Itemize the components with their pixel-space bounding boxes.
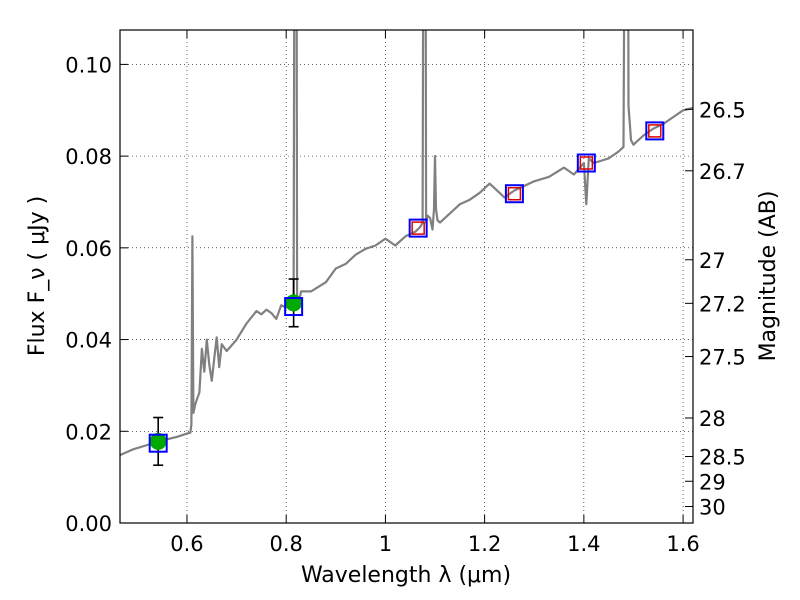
x-tick-label-0: 0.6 <box>170 532 203 556</box>
y-tick-label-3: 0.06 <box>65 237 112 261</box>
model-square-0 <box>148 433 168 453</box>
mag-tick-label-9: 30 <box>699 495 726 519</box>
y-tick-label-1: 0.02 <box>65 420 112 444</box>
spectrum-line-0 <box>120 30 693 457</box>
band-square-0 <box>411 221 425 235</box>
band-square-2 <box>579 156 594 170</box>
y-axis-right-label: Magnitude (AB) <box>756 191 781 362</box>
band-square-1 <box>507 186 522 201</box>
y-tick-label-0: 0.00 <box>65 512 112 536</box>
model-square-1 <box>284 297 304 317</box>
model-square-2 <box>408 218 428 238</box>
x-tick-label-2: 1 <box>379 532 392 556</box>
y-tick-label-5: 0.10 <box>65 53 112 77</box>
x-tick-label-5: 1.6 <box>666 532 699 556</box>
y-tick-label-2: 0.04 <box>65 329 112 353</box>
x-axis-label: Wavelength λ (μm) <box>301 563 511 588</box>
mag-tick-label-3: 27 <box>699 249 726 273</box>
y-axis-label: Flux F_ν ( μJy ) <box>25 196 50 356</box>
mag-tick-label-1: 26.5 <box>699 98 746 122</box>
plot-frame <box>119 29 694 524</box>
mag-tick-label-4: 27.2 <box>699 292 746 316</box>
plot-background <box>120 30 693 523</box>
x-tick-label-4: 1.4 <box>567 532 600 556</box>
y-tick-label-4: 0.08 <box>65 145 112 169</box>
mag-tick-label-2: 26.7 <box>699 160 746 184</box>
x-tick-label-3: 1.2 <box>468 532 501 556</box>
mag-tick-label-7: 28.5 <box>699 446 746 470</box>
mag-tick-label-5: 27.5 <box>699 346 746 370</box>
mag-tick-label-8: 29 <box>699 470 726 494</box>
photometry-point-0 <box>149 432 167 450</box>
x-tick-label-1: 0.8 <box>269 532 302 556</box>
mag-tick-label-6: 28 <box>699 407 726 431</box>
band-square-3 <box>648 124 662 138</box>
axis-ticks: 0.6 0.8 1 1.2 1.4 1.6 0.00 0.02 0.04 0.06 0.08 0.10… <box>65 30 746 556</box>
model-square-4 <box>576 153 596 173</box>
model-square-5 <box>645 121 665 141</box>
data-layer <box>120 30 693 467</box>
model-square-3 <box>504 184 524 204</box>
